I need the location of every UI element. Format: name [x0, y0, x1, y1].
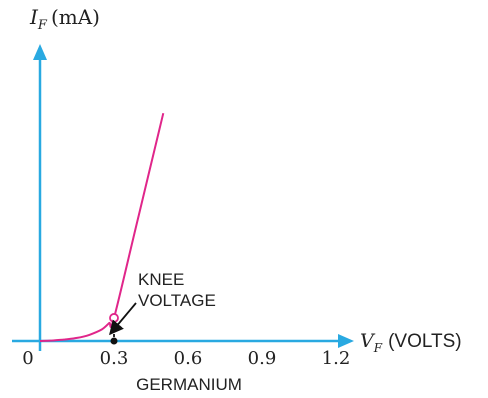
x-tick-label: 0.3 [100, 348, 129, 369]
x-tick-label: 0.6 [174, 348, 203, 369]
x-tick-label: 0.9 [248, 348, 277, 369]
knee-annotation-line2: VOLTAGE [138, 291, 216, 310]
x-tick-labels: 0.3 0.6 0.9 1.2 [100, 348, 351, 369]
knee-annotation-arrow [109, 302, 137, 336]
y-axis-label-unit: (mA) [51, 5, 100, 29]
knee-point-marker [109, 313, 119, 323]
x-tick-label: 1.2 [322, 348, 351, 369]
y-axis-label-symbol: I [29, 5, 39, 29]
y-axis-arrowhead [33, 44, 47, 60]
y-axis-label: IF (mA) [29, 5, 100, 33]
y-axis-label-subscript: F [37, 18, 48, 33]
x-axis-label-unit: (VOLTS) [388, 331, 462, 352]
knee-annotation-line1: KNEE [138, 270, 184, 289]
x-axis-label: VF (VOLTS) [360, 330, 462, 355]
chart-subtitle: GERMANIUM [136, 375, 242, 394]
origin-label: 0 [22, 348, 33, 369]
knee-voltage-dot [110, 337, 118, 345]
forward-current-curve [39, 112, 165, 342]
x-axis-label-subscript: F [373, 341, 383, 355]
x-axis-arrowhead [338, 334, 354, 348]
x-axis-label-symbol: V [360, 330, 376, 352]
